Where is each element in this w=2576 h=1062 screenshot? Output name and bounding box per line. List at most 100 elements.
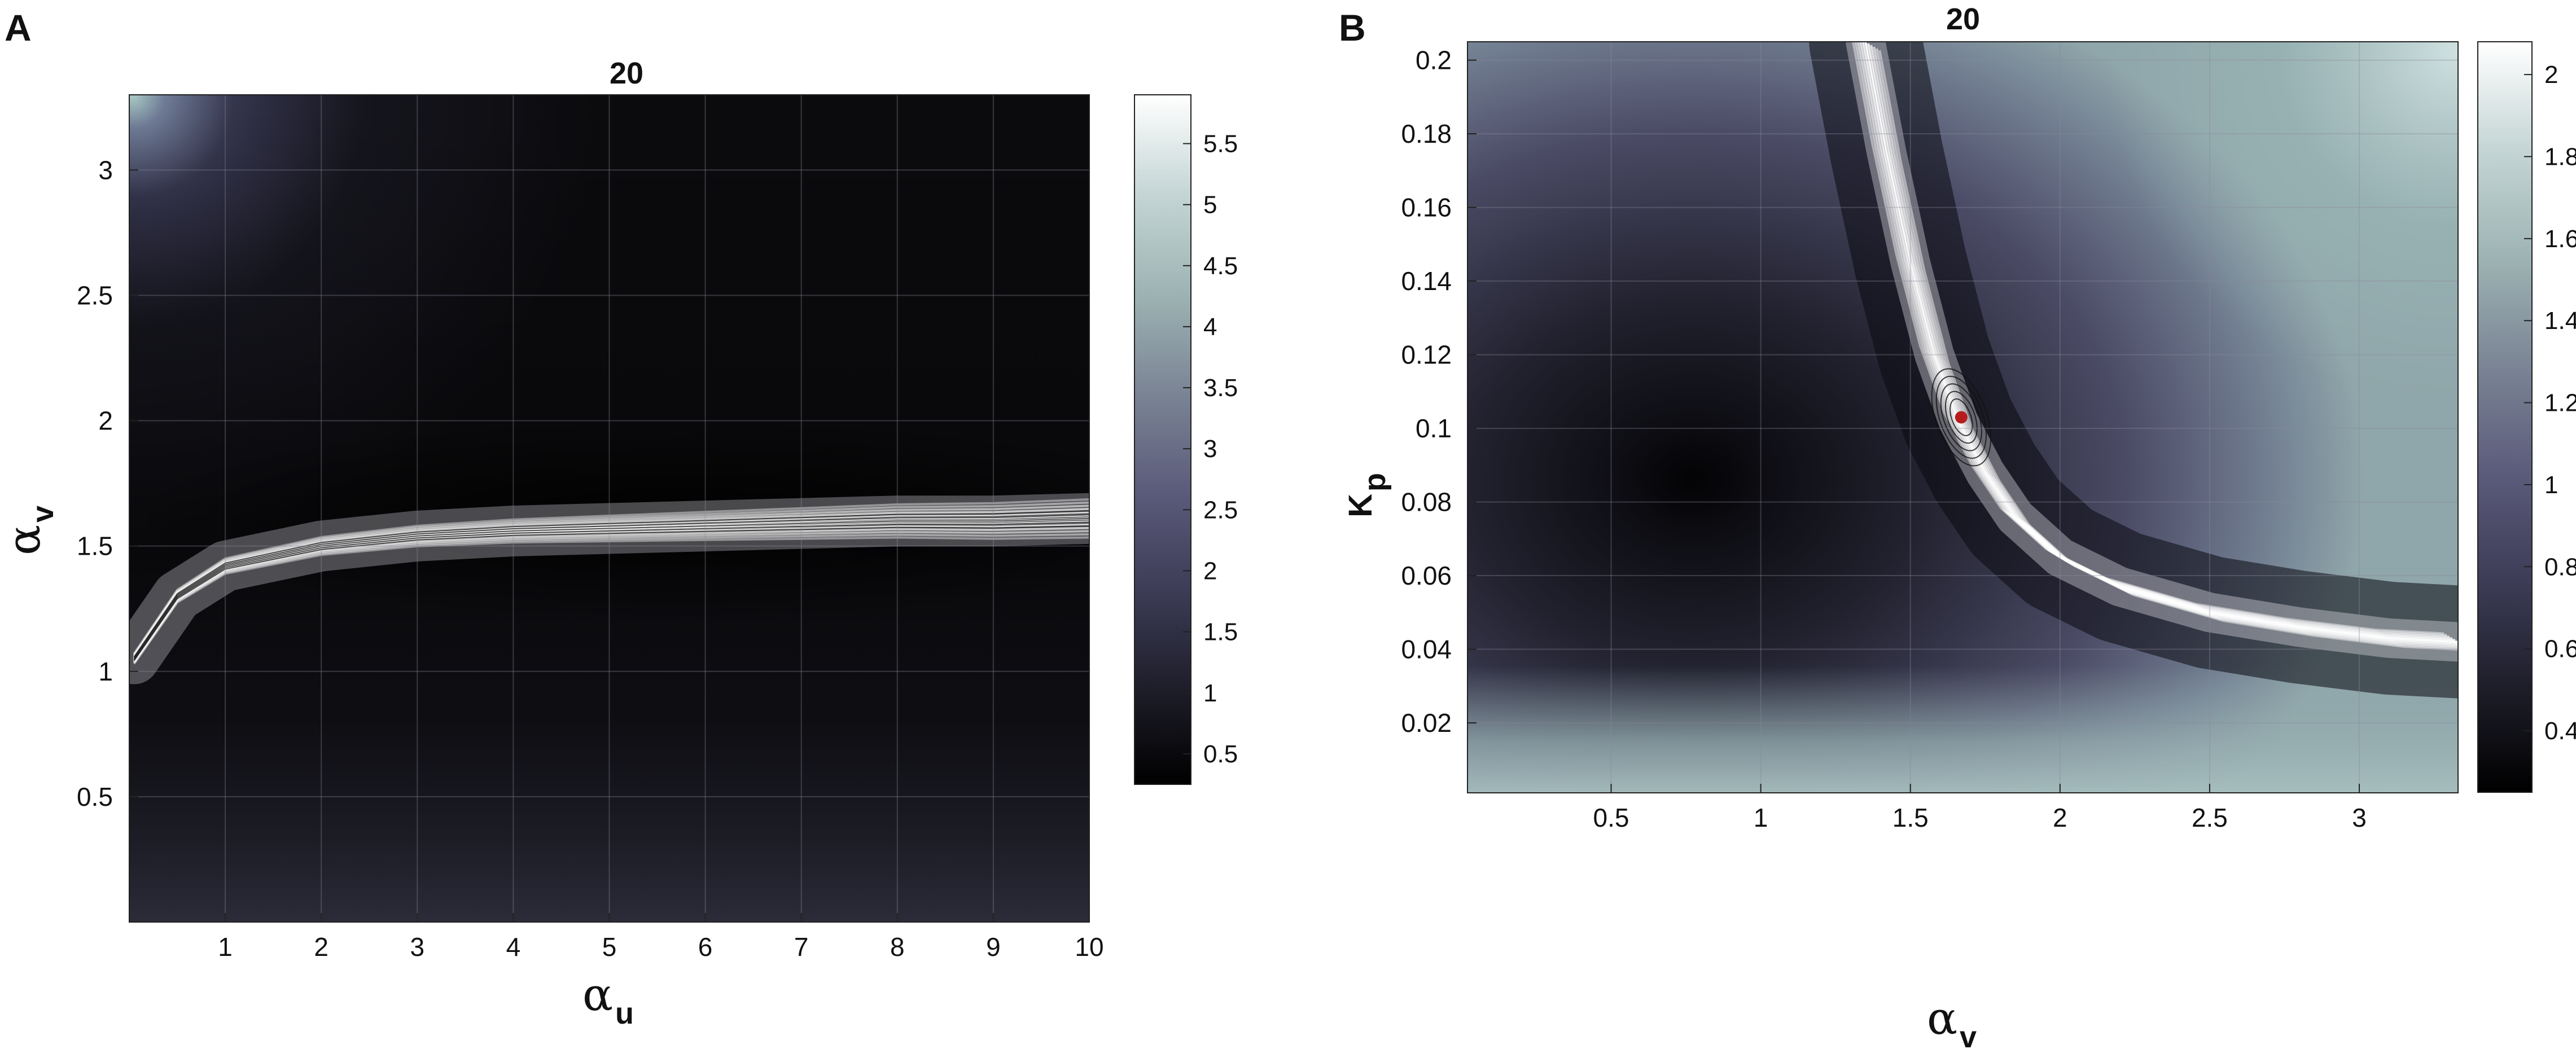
panel-a-y-tick-label: 0.5 (77, 782, 113, 811)
panel-b-colorbar (2477, 41, 2533, 793)
panel-a-x-label-main: α (582, 968, 613, 1021)
panel-a-y-label-sub: v (26, 506, 60, 523)
panel-b-colorbar-tick-label: 0.6 (2544, 635, 2576, 663)
panel-a-ridge-inner-contour (133, 521, 1089, 660)
panel-a-x-tick-label: 6 (698, 932, 713, 962)
panel-a-colorbar-tick-label: 1.5 (1203, 618, 1238, 646)
panel-b-ridge-contour (1861, 42, 2456, 642)
panel-a-ridge-inner-contour (133, 510, 1089, 657)
panel-b-colorbar-tick-label: 1 (2544, 471, 2558, 499)
panel-a-ridge (129, 493, 1089, 684)
panel-b-y-tick-label: 0.18 (1401, 119, 1452, 148)
panel-a-y-tick-label: 1.5 (77, 532, 113, 561)
panel-a-ridge-inner-contour (133, 517, 1089, 660)
panel-b-optimum-contour (1931, 368, 1992, 467)
panel-a-y-label: αv (0, 506, 60, 555)
panel-a-valley (129, 95, 1089, 922)
panel-b-y-tick-label: 0.08 (1401, 488, 1452, 517)
panel-b-y-tick-label: 0.06 (1401, 561, 1452, 590)
panel-letter-a: A (5, 7, 32, 49)
panel-b-heatmap (1467, 42, 2458, 793)
panel-a-ridge-contour (133, 533, 1089, 664)
panel-b-y-label: Kp (1342, 473, 1392, 517)
panel-a-x-tick-label: 7 (794, 932, 809, 962)
panel-a-x-label-sub: u (615, 997, 634, 1030)
panel-a-ridge-inner-contour (133, 525, 1089, 661)
panel-b-y-tick-label: 0.12 (1401, 340, 1452, 370)
panel-b-x-tick-label: 3 (2352, 803, 2367, 832)
panel-b-colorbar-tick-label: 1.8 (2544, 143, 2576, 170)
panel-a-colorbar-tick-label: 3.5 (1203, 374, 1238, 402)
panel-letter-b: B (1339, 7, 1366, 49)
panel-b-ticks: 0.5 1 1.5 2 2.5 3 0.02 0.04 0.06 0.08 0.1 0.12 0.14 0… (1401, 46, 2366, 832)
panel-a-colorbar (1134, 94, 1191, 785)
panel-a-x-tick-label: 5 (602, 932, 617, 962)
panel-b-ridge-contour (1867, 43, 2458, 645)
panel-b-optimum-marker (1955, 411, 1968, 424)
panel-a-colorbar-ticks: 0.5 1 1.5 2 2.5 3 3.5 4 4.5 5 5.5 (1183, 130, 1238, 768)
panel-a-colorbar-tick-label: 5 (1203, 191, 1217, 219)
panel-a-colorbar-tick-label: 1 (1203, 679, 1217, 707)
panel-b-x-label-main: α (1927, 992, 1957, 1045)
panel-a-x-tick-label: 3 (410, 932, 425, 962)
panel-b-colorbar-tick-label: 1.2 (2544, 389, 2576, 417)
panel-b-ridge-contour (1876, 48, 2458, 650)
panel-a-ridge-contour (133, 536, 1089, 665)
panel-a-y-tick-label: 1 (98, 657, 113, 686)
panel-a-colorbar-tick-label: 5.5 (1203, 130, 1238, 158)
panel-a-ridge-inner-contour (133, 514, 1089, 659)
panel-a-x-tick-label: 2 (314, 932, 328, 962)
panel-b-colorbar-tick-label: 0.8 (2544, 553, 2576, 581)
panel-b-ridge-contour (1873, 46, 2458, 648)
panel-b-ridge-contour (1870, 45, 2458, 646)
panel-b-colorbar-tick-label: 2 (2544, 61, 2558, 89)
panel-a-y-tick-label: 2 (98, 406, 113, 436)
panel-b-colorbar-tick-label: 0.4 (2544, 717, 2576, 745)
panel-b-optimum-contour (1935, 375, 1987, 459)
panel-b-ridge (1809, 42, 2458, 699)
panel-a-colorbar-tick-label: 4.5 (1203, 252, 1238, 280)
panel-b-optimum-contour (1940, 383, 1982, 451)
panel-a-x-tick-label: 9 (986, 932, 1001, 962)
panel-b-y-tick-label: 0.14 (1401, 266, 1452, 296)
panel-b-ridge-contour (1852, 42, 2444, 635)
panel-a-colorbar-tick-label: 2.5 (1203, 496, 1238, 524)
panel-a-grid (129, 95, 1089, 922)
panel-b-x-tick-label: 0.5 (1593, 803, 1629, 832)
panel-b-y-tick-label: 0.16 (1401, 193, 1452, 222)
panel-b-ridge-contour (1856, 42, 2450, 638)
panel-a-y-tick-label: 2.5 (77, 280, 113, 310)
panel-b-x-tick-label: 1.5 (1892, 803, 1929, 832)
panel-b-y-tick-label: 0.02 (1401, 708, 1452, 738)
panel-a-x-tick-label: 1 (218, 932, 233, 962)
panel-b-x-tick-label: 1 (1754, 803, 1768, 832)
panel-b-ridge-contour (1878, 50, 2458, 651)
panel-b-ridge-contour (1854, 42, 2447, 637)
panel-b-grid (1467, 42, 2458, 793)
panel-a-colorbar-tick-label: 3 (1203, 435, 1217, 463)
panel-b-y-tick-label: 0.1 (1416, 414, 1452, 443)
panel-b-colorbar-ticks: 0.4 0.6 0.8 1 1.2 1.4 1.6 1.8 2 (2524, 61, 2576, 745)
panel-b-ridge-contour (1864, 42, 2458, 643)
panel-b-y-label-main: K (1342, 494, 1379, 517)
panel-b-optimum-contour (1949, 398, 1973, 436)
panel-b-optimum-contour (1944, 390, 1978, 444)
panel-b-y-tick-label: 0.2 (1416, 46, 1452, 75)
panel-a-y-tick-label: 3 (98, 155, 113, 185)
panel-a-colorbar-tick-label: 2 (1203, 558, 1217, 585)
panel-a-x-tick-label: 8 (890, 932, 905, 962)
panel-a-ticks: 1 2 3 4 5 6 7 8 9 10 0.5 1 1.5 2 2.5 3 (77, 155, 1104, 962)
panel-b-axes-box (1467, 41, 2459, 793)
panel-b-x-label-sub: v (1960, 1020, 1977, 1054)
panel-a-colorbar-tick-label: 0.5 (1203, 740, 1238, 768)
panel-b-colorbar-tick-label: 1.6 (2544, 225, 2576, 253)
panel-b-y-tick-label: 0.04 (1401, 635, 1452, 664)
panel-b-ridge-contour (1859, 42, 2453, 640)
panel-b-colorbar-tick-label: 1.4 (2544, 307, 2576, 335)
panel-b-y-label-sub: p (1358, 473, 1392, 491)
panel-b-x-tick-label: 2 (2053, 803, 2067, 832)
panel-b-title: 20 (1946, 2, 1980, 36)
